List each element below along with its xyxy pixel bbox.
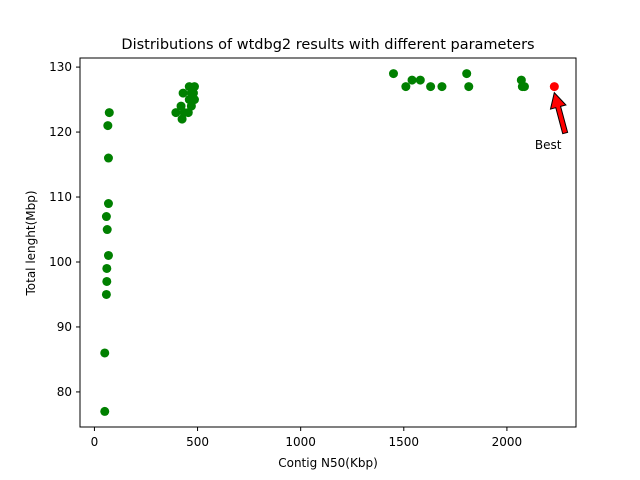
x-ticks: 0 500 1000 1500 2000 (91, 427, 523, 449)
data-point (100, 406, 110, 416)
annotation: Best (535, 91, 569, 152)
x-axis-label: Contig N50(Kbp) (278, 456, 378, 470)
data-point (102, 276, 112, 286)
plot-frame (79, 57, 577, 428)
y-ticks: 80 90 100 110 120 130 (49, 60, 80, 399)
data-point (103, 153, 113, 163)
data-point (401, 82, 411, 92)
data-point (464, 82, 474, 92)
annotation-label: Best (535, 138, 562, 152)
data-point (100, 348, 110, 358)
x-tick-label: 1000 (285, 435, 316, 449)
x-tick-label: 500 (186, 435, 209, 449)
x-tick-label: 0 (91, 435, 99, 449)
data-point (549, 82, 559, 92)
y-axis-label: Total lenght(Mbp) (24, 190, 38, 296)
data-point (102, 263, 112, 273)
data-point (189, 95, 199, 105)
x-tick-label: 1500 (389, 435, 420, 449)
data-point (101, 289, 111, 299)
data-point (388, 69, 398, 79)
y-tick-label: 100 (49, 255, 72, 269)
data-point (102, 225, 112, 235)
data-point (104, 108, 114, 118)
data-point (426, 82, 436, 92)
data-point (178, 88, 188, 98)
data-point (101, 212, 111, 222)
data-point (171, 108, 181, 118)
data-point (103, 121, 113, 131)
data-point (407, 75, 417, 85)
data-point (462, 69, 472, 79)
y-tick-label: 110 (49, 190, 72, 204)
y-tick-label: 90 (57, 320, 72, 334)
y-tick-label: 80 (57, 385, 72, 399)
chart-title: Distributions of wtdbg2 results with dif… (121, 37, 534, 53)
data-point (437, 82, 447, 92)
data-point (415, 75, 425, 85)
data-point (103, 199, 113, 209)
data-point (189, 82, 199, 92)
y-tick-label: 130 (49, 60, 72, 74)
y-tick-label: 120 (49, 125, 72, 139)
data-points (100, 69, 559, 416)
data-point (103, 250, 113, 260)
data-point (519, 82, 529, 92)
annotation-arrow (549, 91, 569, 135)
x-tick-label: 2000 (492, 435, 523, 449)
